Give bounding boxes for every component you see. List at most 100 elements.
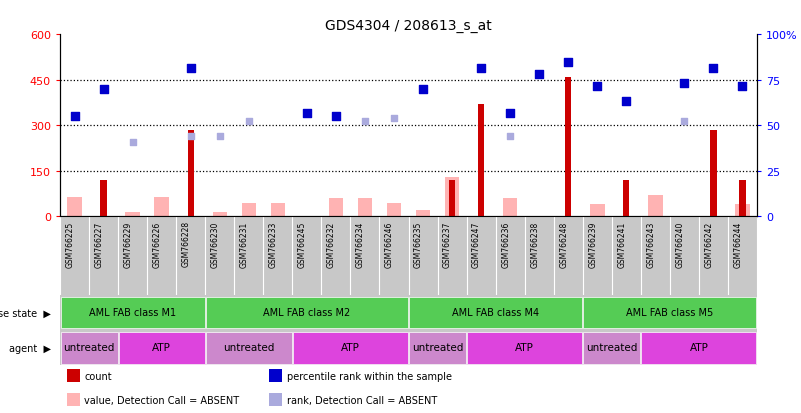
Bar — [61, 297, 205, 329]
Title: GDS4304 / 208613_s_at: GDS4304 / 208613_s_at — [325, 19, 492, 33]
Point — [678, 80, 690, 87]
Text: untreated: untreated — [223, 342, 275, 352]
Text: rank, Detection Call = ABSENT: rank, Detection Call = ABSENT — [287, 395, 437, 405]
Bar — [583, 332, 640, 364]
Bar — [503, 199, 517, 217]
Text: untreated: untreated — [63, 342, 115, 352]
Bar — [710, 131, 717, 217]
Bar — [565, 78, 571, 217]
Text: GSM766245: GSM766245 — [298, 221, 307, 267]
Bar — [206, 332, 292, 364]
Text: GSM766231: GSM766231 — [239, 221, 249, 267]
Text: GSM766242: GSM766242 — [704, 221, 714, 267]
Bar — [67, 393, 79, 406]
Bar — [242, 203, 256, 217]
Text: GSM766225: GSM766225 — [66, 221, 74, 267]
Bar — [100, 180, 107, 217]
Bar — [126, 212, 140, 217]
Text: AML FAB class M4: AML FAB class M4 — [452, 307, 539, 317]
Text: untreated: untreated — [586, 342, 638, 352]
Point — [243, 118, 256, 125]
Bar — [67, 197, 82, 217]
Text: AML FAB class M2: AML FAB class M2 — [264, 307, 351, 317]
Point — [97, 86, 110, 93]
Text: GSM766246: GSM766246 — [385, 221, 394, 267]
Bar — [187, 131, 194, 217]
Point — [475, 65, 488, 72]
Point — [213, 133, 226, 140]
Text: value, Detection Call = ABSENT: value, Detection Call = ABSENT — [84, 395, 239, 405]
Text: disease state  ▶: disease state ▶ — [0, 308, 51, 318]
Bar — [67, 369, 79, 382]
Text: ATP: ATP — [515, 342, 534, 352]
Bar — [445, 178, 459, 217]
Bar — [478, 105, 485, 217]
Bar — [271, 203, 285, 217]
Text: ATP: ATP — [341, 342, 360, 352]
Text: GSM766240: GSM766240 — [675, 221, 684, 267]
Text: agent  ▶: agent ▶ — [10, 343, 51, 353]
Bar — [623, 180, 630, 217]
Point — [504, 133, 517, 140]
Point — [417, 86, 429, 93]
Bar — [642, 332, 756, 364]
Text: GSM766234: GSM766234 — [356, 221, 365, 267]
Text: GSM766238: GSM766238 — [530, 221, 539, 267]
Text: GSM766239: GSM766239 — [588, 221, 598, 267]
Bar — [409, 332, 466, 364]
Point — [678, 118, 690, 125]
Bar — [583, 297, 756, 329]
Point — [533, 71, 545, 78]
Point — [329, 114, 342, 120]
Bar — [328, 199, 343, 217]
Point — [736, 83, 749, 90]
Point — [300, 111, 313, 117]
Point — [620, 98, 633, 105]
Text: AML FAB class M5: AML FAB class M5 — [626, 307, 714, 317]
Bar — [206, 297, 408, 329]
Text: GSM766248: GSM766248 — [559, 221, 568, 267]
Text: GSM766227: GSM766227 — [95, 221, 103, 267]
Text: GSM766236: GSM766236 — [501, 221, 510, 267]
Point — [68, 114, 81, 120]
Bar — [212, 212, 227, 217]
Text: untreated: untreated — [412, 342, 463, 352]
Text: GSM766244: GSM766244 — [734, 221, 743, 267]
Text: GSM766226: GSM766226 — [153, 221, 162, 267]
Bar — [358, 199, 372, 217]
Bar — [467, 332, 582, 364]
Point — [359, 118, 372, 125]
Point — [184, 133, 197, 140]
Text: GSM766247: GSM766247 — [472, 221, 481, 267]
Text: AML FAB class M1: AML FAB class M1 — [89, 307, 176, 317]
Point — [707, 65, 720, 72]
Bar — [416, 211, 430, 217]
Bar — [269, 369, 282, 382]
Bar — [269, 393, 282, 406]
Point — [184, 65, 197, 72]
Bar — [739, 180, 746, 217]
Text: GSM766235: GSM766235 — [414, 221, 423, 267]
Bar — [293, 332, 408, 364]
Point — [388, 115, 400, 122]
Bar — [590, 205, 605, 217]
Bar — [648, 196, 662, 217]
Text: GSM766229: GSM766229 — [123, 221, 133, 267]
Text: GSM766237: GSM766237 — [443, 221, 452, 267]
Text: GSM766230: GSM766230 — [211, 221, 219, 267]
Point — [591, 83, 604, 90]
Bar — [735, 205, 750, 217]
Bar — [387, 203, 401, 217]
Bar — [409, 297, 582, 329]
Text: ATP: ATP — [152, 342, 171, 352]
Text: GSM766233: GSM766233 — [269, 221, 278, 267]
Text: GSM766241: GSM766241 — [618, 221, 626, 267]
Bar — [119, 332, 205, 364]
Bar — [449, 180, 455, 217]
Point — [562, 59, 574, 66]
Text: ATP: ATP — [690, 342, 708, 352]
Point — [127, 139, 139, 146]
Bar — [155, 197, 169, 217]
Text: GSM766243: GSM766243 — [646, 221, 655, 267]
Text: percentile rank within the sample: percentile rank within the sample — [287, 371, 452, 382]
